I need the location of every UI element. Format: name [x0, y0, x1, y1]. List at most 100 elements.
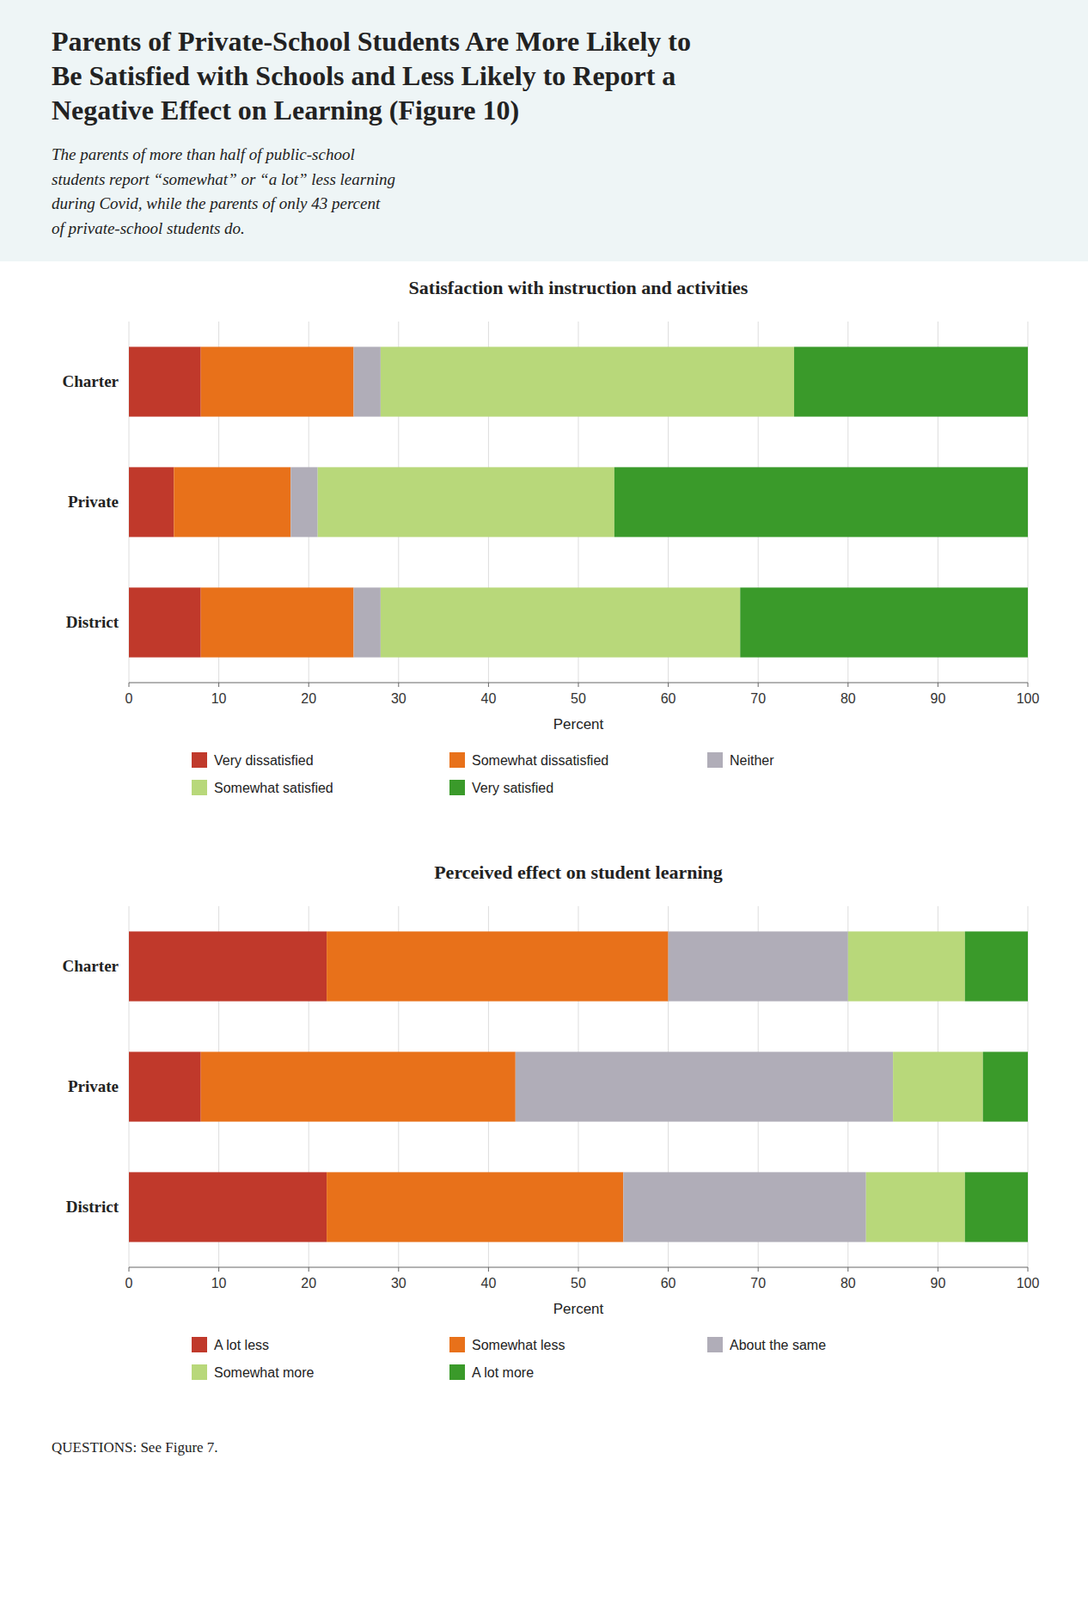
- bar: [668, 930, 849, 1001]
- bar: [380, 346, 795, 416]
- tick-mark: [397, 1266, 399, 1272]
- legend-label: Neither: [729, 752, 775, 768]
- tick-label: 0: [125, 1275, 134, 1290]
- tick-mark: [757, 682, 759, 687]
- tick-mark: [667, 1266, 669, 1272]
- legend-swatch: [449, 1336, 465, 1352]
- tick-mark: [847, 1266, 849, 1272]
- bar: [128, 1051, 202, 1121]
- legend-label: Very satisfied: [471, 780, 554, 795]
- tick-label: 30: [391, 690, 407, 706]
- bar: [290, 466, 318, 537]
- tick-mark: [1027, 1266, 1029, 1272]
- chart: Perceived effect on student learning 0 10 2…: [0, 845, 1088, 1431]
- chart: Satisfaction with instruction and activi…: [0, 261, 1088, 846]
- tick-label: 60: [660, 1275, 677, 1290]
- category-label: District: [66, 612, 120, 631]
- tick-mark: [757, 1266, 759, 1272]
- bar: [380, 586, 740, 657]
- chart-title: Satisfaction with instruction and activi…: [409, 276, 749, 299]
- tick-label: 20: [300, 690, 317, 706]
- legend-label: Somewhat satisfied: [213, 780, 334, 795]
- legend-swatch: [191, 1363, 208, 1380]
- tick-mark: [1027, 682, 1029, 687]
- category-label: Charter: [62, 956, 120, 975]
- legend-label: A lot less: [213, 1337, 269, 1352]
- tick-label: 70: [750, 1275, 766, 1290]
- bar: [892, 1051, 984, 1121]
- bar: [128, 346, 202, 416]
- legend-label: A lot more: [471, 1364, 534, 1380]
- tick-label: 90: [930, 690, 947, 706]
- bar: [201, 346, 355, 416]
- axis-label: Percent: [553, 1300, 605, 1317]
- legend-swatch: [191, 1336, 208, 1352]
- tick-label: 70: [750, 690, 766, 706]
- legend-swatch: [449, 779, 465, 795]
- tick-label: 50: [570, 1275, 587, 1290]
- tick-mark: [488, 1266, 489, 1272]
- bar: [848, 930, 966, 1001]
- bar: [739, 586, 1028, 657]
- tick-mark: [308, 682, 310, 687]
- bar: [983, 1051, 1028, 1121]
- bar: [965, 930, 1028, 1001]
- tick-label: 100: [1016, 690, 1040, 706]
- tick-mark: [218, 682, 220, 687]
- bar: [128, 466, 174, 537]
- tick-mark: [937, 682, 939, 687]
- bar: [317, 466, 615, 537]
- tick-label: 100: [1016, 1275, 1040, 1290]
- bar: [354, 346, 381, 416]
- axis-label: Percent: [553, 715, 605, 733]
- tick-mark: [128, 1266, 130, 1272]
- tick-label: 50: [570, 690, 587, 706]
- tick-mark: [397, 682, 399, 687]
- tick-label: 40: [481, 690, 497, 706]
- legend-swatch: [707, 751, 723, 768]
- legend-swatch: [449, 1363, 465, 1380]
- tick-label: 80: [840, 690, 856, 706]
- category-label: Private: [67, 1076, 119, 1095]
- header: Parents of Private-School Students Are M…: [0, 0, 1088, 262]
- bar: [965, 1171, 1028, 1241]
- legend-label: Somewhat dissatisfied: [471, 752, 609, 768]
- bars: [128, 346, 1028, 657]
- bar: [201, 1051, 516, 1121]
- legend-label: Somewhat more: [213, 1364, 315, 1380]
- category-label: District: [66, 1197, 120, 1216]
- bar: [128, 1171, 327, 1241]
- tick-mark: [218, 1266, 220, 1272]
- bar: [128, 586, 202, 657]
- tick-mark: [488, 682, 489, 687]
- bar: [201, 586, 355, 657]
- legend: Very dissatisfied Somewhat dissatisfied Ne…: [191, 751, 775, 795]
- tick-label: 80: [840, 1275, 856, 1290]
- x-axis: [128, 682, 1028, 684]
- subtitle: The parents of more than half of public-…: [51, 142, 1037, 241]
- legend-swatch: [191, 751, 208, 768]
- bar: [354, 586, 381, 657]
- chart-title: Perceived effect on student learning: [433, 861, 723, 883]
- bar: [866, 1171, 966, 1241]
- x-axis: [128, 1266, 1028, 1268]
- legend-swatch: [191, 779, 208, 795]
- bar: [614, 466, 1028, 537]
- tick-mark: [578, 682, 580, 687]
- legend-swatch: [449, 751, 465, 768]
- bar: [623, 1171, 866, 1241]
- legend-label: About the same: [729, 1337, 826, 1352]
- tick-mark: [578, 1266, 580, 1272]
- bar: [173, 466, 291, 537]
- tick-label: 40: [481, 1275, 497, 1290]
- tick-label: 10: [211, 690, 227, 706]
- bar: [326, 1171, 624, 1241]
- legend-label: Very dissatisfied: [213, 752, 314, 768]
- tick-label: 10: [211, 1275, 227, 1290]
- bars: [128, 930, 1028, 1241]
- tick-label: 60: [660, 690, 677, 706]
- tick-mark: [847, 682, 849, 687]
- bar: [515, 1051, 893, 1121]
- bar: [326, 930, 668, 1001]
- tick-label: 20: [300, 1275, 317, 1290]
